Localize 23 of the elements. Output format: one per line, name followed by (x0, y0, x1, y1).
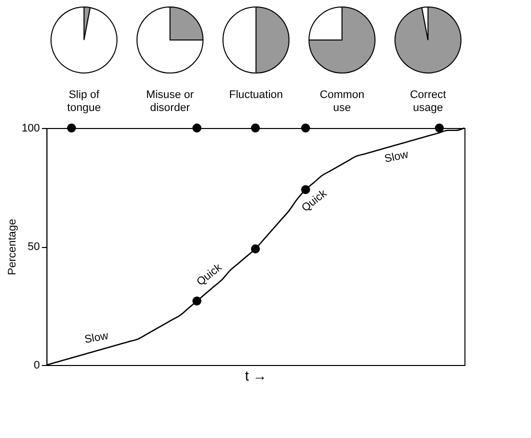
point (67, 124, 76, 132)
y-tick-label: 50 (28, 241, 40, 253)
point (250, 124, 260, 132)
y-axis-title: Percentage (6, 218, 19, 276)
annotation: Slow (84, 330, 110, 346)
pie-slice (136, 6, 204, 74)
text: Slip of tongue (67, 89, 101, 114)
point (192, 124, 202, 132)
text: Common use (320, 89, 364, 114)
x-axis-title: t → (245, 368, 267, 384)
point (192, 296, 202, 306)
text: Fluctuation (229, 89, 283, 101)
point (434, 124, 444, 132)
pie-slice (394, 6, 462, 74)
pie-slice (50, 6, 118, 74)
text: Correct usage (410, 89, 446, 114)
text: Misuse or disorder (146, 89, 194, 114)
point (301, 124, 310, 132)
y-tick-label: 100 (22, 122, 40, 134)
pie-slice (308, 6, 376, 74)
annotation: Slow (384, 148, 410, 166)
y-tick-label: 0 (34, 360, 40, 372)
point (250, 244, 260, 254)
